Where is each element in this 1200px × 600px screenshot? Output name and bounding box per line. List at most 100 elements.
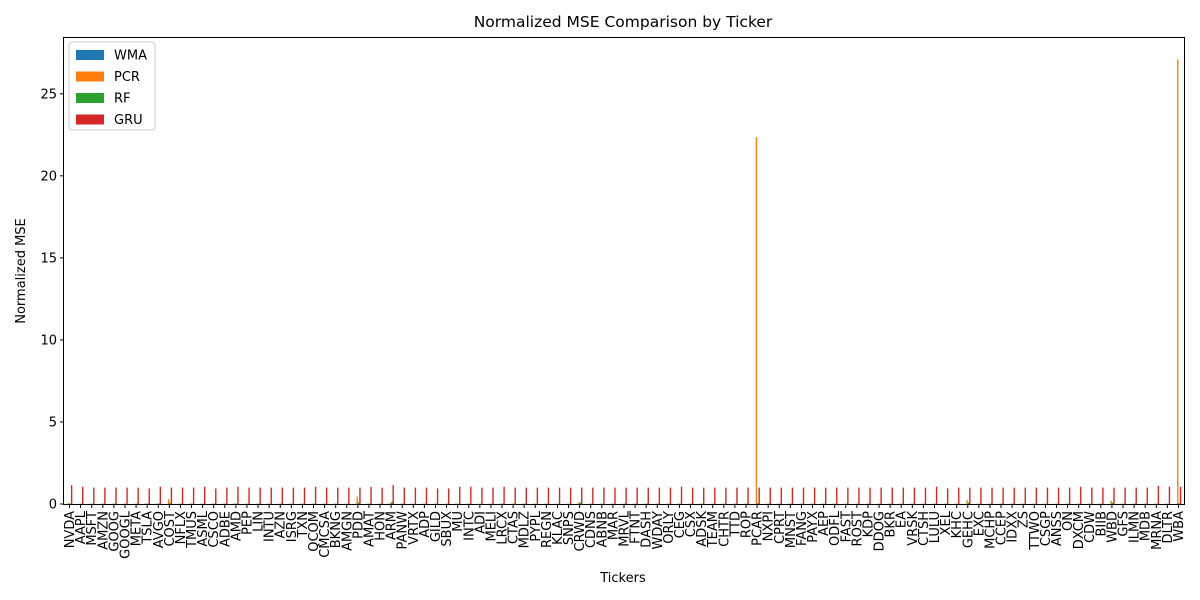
legend-swatch-gru (76, 114, 104, 125)
x-tick-label-tsla: TSLA (141, 511, 156, 545)
x-tick-label-csx: CSX (684, 511, 699, 537)
y-tick-label: 0 (49, 498, 57, 513)
bar-gru-gfs (1124, 487, 1126, 504)
bar-gru-dxcm (1080, 486, 1082, 504)
x-tick-label-cdns: CDNS (584, 511, 599, 548)
legend-label-gru: GRU (114, 113, 143, 128)
bar-gru-odfl (836, 487, 838, 504)
x-tick-label-intc: INTC (462, 511, 477, 541)
bar-gru-klac (558, 487, 561, 504)
bar-gru-biib (1102, 487, 1104, 504)
bar-gru-meta (137, 487, 139, 504)
bar-gru-team (714, 487, 716, 504)
x-tick-label-regn: REGN (540, 511, 555, 548)
bar-gru-isrg (292, 487, 295, 504)
bar-gru-adbe (226, 487, 228, 504)
x-tick-label-ttd: TTD (728, 511, 743, 538)
bar-gru-amgn (348, 487, 350, 504)
x-tick-label-ddog: DDOG (873, 511, 888, 551)
bar-gru-qcom (314, 486, 317, 504)
bar-gru-intu (270, 487, 272, 504)
x-tick-label-msft: MSFT (85, 511, 100, 546)
bar-rf-cost (169, 502, 171, 504)
bar-gru-rop (747, 487, 749, 504)
x-tick-label-aep: AEP (817, 511, 832, 536)
x-tick-label-panw: PANW (396, 511, 411, 550)
bar-gru-mrna (1157, 485, 1160, 504)
x-tick-label-dxcm: DXCM (1072, 511, 1087, 549)
bar-gru-dltr (1168, 486, 1171, 504)
x-tick-label-vrtx: VRTX (407, 511, 422, 545)
bar-gru-sbux (447, 488, 450, 504)
x-tick-label-aapl: AAPL (74, 510, 89, 544)
x-tick-label-asml: ASML (196, 510, 211, 546)
bar-gru-amzn (104, 487, 106, 504)
x-tick-label-cmcsa: CMCSA (318, 511, 333, 558)
bar-gru-kdp (869, 487, 871, 504)
x-tick-label-nxpi: NXPI (762, 511, 777, 541)
bar-gru-fang (802, 487, 805, 504)
x-tick-label-rop: ROP (739, 511, 754, 538)
x-tick-label-arm: ARM (385, 511, 400, 540)
bar-gru-mar (614, 487, 616, 504)
bar-gru-ccep (1002, 487, 1004, 504)
bar-gru-vrsk (913, 487, 916, 504)
bar-pcr-pcar (755, 137, 758, 504)
bar-gru-xel (946, 488, 949, 504)
bar-gru-tmus (192, 487, 195, 504)
bar-gru-ttwo (1035, 487, 1038, 504)
bar-gru-cprt (780, 487, 783, 504)
bar-gru-regn (547, 487, 550, 504)
x-tick-label-gehc: GEHC (961, 511, 976, 548)
x-tick-label-pypl: PYPL (529, 510, 544, 541)
x-tick-label-anss: ANSS (1050, 511, 1065, 546)
x-tick-label-fast: FAST (839, 511, 854, 542)
bar-rf-wba (1178, 503, 1180, 504)
x-tick-label-kdp: KDP (861, 511, 876, 538)
bar-gru-fast (847, 487, 849, 504)
bar-gru-dash (647, 487, 649, 504)
x-tick-label-isrg: ISRG (285, 511, 300, 542)
legend-swatch-rf (76, 93, 104, 103)
bar-gru-cdw (1091, 487, 1093, 504)
bar-gru-hon (381, 487, 383, 504)
x-tick-label-team: TEAM (706, 511, 721, 548)
x-tick-label-adbe: ADBE (218, 511, 233, 547)
x-tick-label-txn: TXN (296, 511, 311, 539)
bar-gru-csgp (1046, 487, 1049, 504)
bar-gru-wba (1179, 486, 1182, 504)
bar-gru-pep (248, 487, 250, 504)
x-tick-label-mu: MU (451, 511, 466, 532)
bar-gru-rost (858, 487, 860, 504)
legend-swatch-pcr (76, 71, 104, 82)
bar-rf-wbd (1111, 502, 1114, 504)
bar-gru-bkr (891, 487, 893, 504)
x-tick-label-snps: SNPS (562, 511, 577, 545)
bar-gru-cdns (592, 487, 594, 504)
x-tick-label-odfl: ODFL (828, 510, 843, 546)
x-tick-label-xel: XEL (939, 510, 954, 535)
bar-gru-ea (902, 487, 904, 504)
bar-gru-tsla (148, 488, 150, 504)
x-tick-label-qcom: QCOM (307, 511, 322, 552)
bar-gru-ftnt (636, 487, 638, 504)
legend-swatch-wma (76, 50, 104, 60)
bar-gru-aapl (82, 486, 84, 504)
x-tick-label-crwd: CRWD (573, 511, 588, 551)
bar-gru-ceg (680, 486, 683, 504)
bar-gru-chtr (725, 487, 727, 504)
x-tick-label-hon: HON (374, 511, 389, 541)
bar-gru-amat (370, 486, 372, 504)
bar-gru-arm (392, 485, 394, 504)
y-axis-label: Normalized MSE (14, 218, 29, 324)
bar-gru-ctsh (924, 487, 927, 504)
bar-gru-panw (403, 487, 405, 504)
bar-gru-gehc (969, 487, 971, 504)
bar-rf-crwd (579, 502, 582, 504)
bar-gru-meli (492, 487, 494, 504)
x-tick-label-ceg: CEG (673, 511, 688, 538)
x-tick-label-ctsh: CTSH (917, 511, 932, 546)
bar-gru-mrvl (625, 487, 627, 504)
x-tick-label-cprt: CPRT (773, 511, 788, 544)
x-tick-label-nvda: NVDA (63, 511, 78, 548)
